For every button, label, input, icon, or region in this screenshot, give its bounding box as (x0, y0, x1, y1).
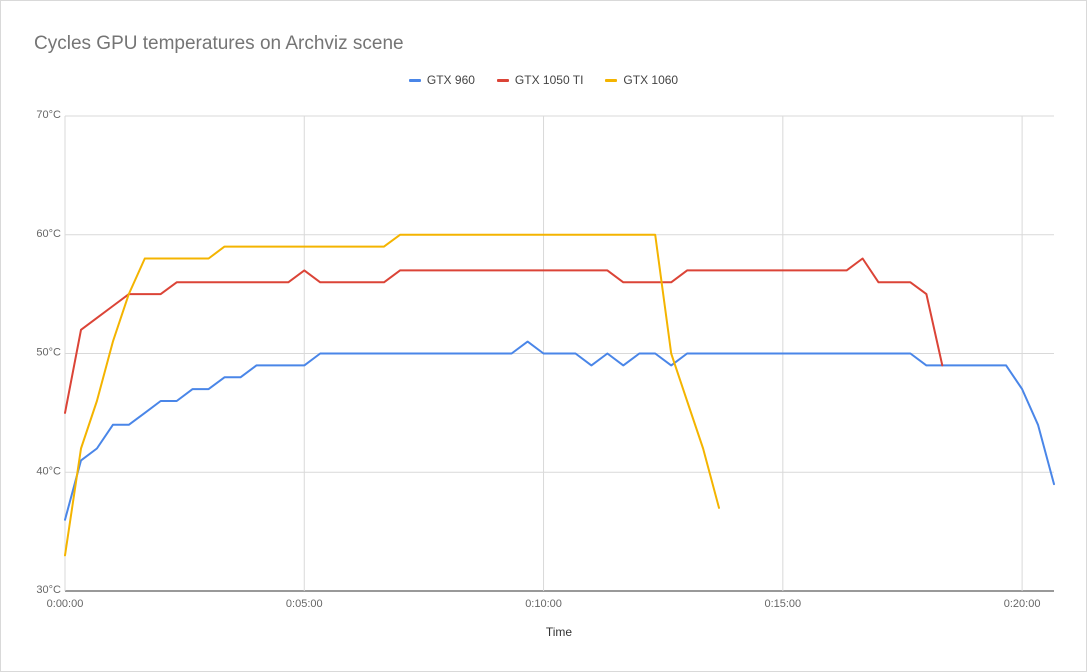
series-line-gtx-1050-ti[interactable] (64, 257, 944, 414)
y-tick-label: 30°C (36, 584, 61, 596)
x-tick-label: 0:05:00 (286, 598, 323, 610)
legend-item-gtx-1060[interactable]: GTX 1060 (605, 73, 678, 87)
legend-label-gtx-1050-ti: GTX 1050 TI (514, 73, 584, 87)
chart-title: Cycles GPU temperatures on Archviz scene (34, 33, 404, 54)
x-axis-title: Time (546, 625, 573, 639)
legend-label-gtx-1060: GTX 1060 (623, 73, 679, 87)
y-tick-label: 50°C (36, 347, 61, 359)
y-tick-label: 60°C (36, 228, 61, 240)
legend-swatch-gtx-1060 (605, 78, 618, 82)
y-tick-label: 70°C (36, 109, 61, 121)
axis-labels: 30°C 40°C 50°C 60°C 70°C 0:00:00 0:05:00 0:10:0… (36, 109, 1040, 610)
legend-label-gtx-960: GTX 960 (426, 73, 475, 87)
x-tick-label: 0:15:00 (764, 598, 801, 610)
legend-swatch-gtx-960 (408, 78, 421, 82)
series-lines (64, 233, 1055, 557)
y-tick-label: 40°C (36, 465, 61, 477)
x-tick-label: 0:20:00 (1004, 598, 1041, 610)
series-line-gtx-960[interactable] (64, 340, 1055, 521)
chart-legend: GTX 960 GTX 1050 TI GTX 1060 (0, 73, 1087, 87)
legend-item-gtx-1050-ti[interactable]: GTX 1050 TI (496, 73, 584, 87)
x-tick-label: 0:10:00 (525, 598, 562, 610)
series-line-gtx-1060[interactable] (64, 233, 720, 557)
legend-item-gtx-960[interactable]: GTX 960 (408, 73, 475, 87)
x-tick-label: 0:00:00 (47, 598, 84, 610)
legend-swatch-gtx-1050-ti (496, 78, 509, 82)
